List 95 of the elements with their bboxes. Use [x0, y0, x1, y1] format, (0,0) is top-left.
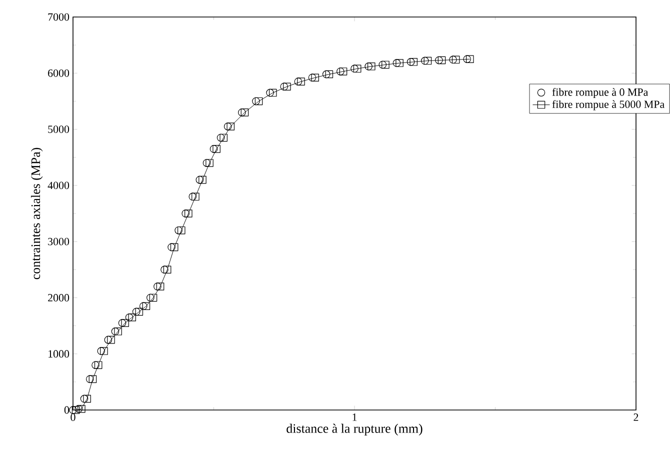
point: [118, 319, 126, 327]
point: [139, 302, 148, 310]
point: [466, 55, 474, 63]
point: [74, 404, 83, 413]
point: [224, 122, 232, 130]
point: [308, 74, 316, 82]
point: [72, 406, 80, 414]
point: [188, 192, 197, 201]
point: [220, 134, 228, 142]
point: [100, 347, 108, 355]
point: [202, 159, 211, 167]
point: [283, 82, 291, 91]
point: [297, 78, 305, 86]
point: [184, 210, 192, 218]
point: [192, 192, 200, 201]
point: [210, 145, 218, 153]
point: [156, 282, 164, 290]
point: [325, 70, 334, 78]
point: [83, 394, 91, 403]
point: [132, 308, 140, 316]
point: [88, 375, 97, 384]
point: [168, 243, 176, 252]
point: [86, 375, 94, 384]
point: [294, 78, 302, 86]
y-tick-label: 3000: [48, 238, 70, 246]
point: [280, 82, 288, 91]
y-tick-label: 7000: [48, 13, 70, 21]
point: [154, 282, 162, 290]
point: [142, 302, 150, 310]
point: [135, 308, 144, 316]
point: [364, 62, 372, 70]
point: [240, 108, 249, 116]
point: [107, 336, 115, 344]
y-tick-label: 4000: [48, 182, 70, 190]
point: [266, 88, 274, 97]
point: [125, 313, 134, 322]
y-tick-label: 0: [64, 406, 70, 414]
x-tick-label: 2: [634, 414, 638, 421]
point: [311, 74, 319, 82]
y-tick-label: 6000: [48, 69, 70, 77]
point: [170, 243, 178, 252]
point: [424, 56, 432, 65]
point: [368, 62, 376, 70]
point: [212, 145, 220, 153]
point: [196, 176, 204, 184]
point: [78, 404, 86, 413]
point: [252, 97, 260, 106]
point: [94, 361, 102, 369]
point: [350, 64, 358, 73]
legend-label: fibre rompue à 5000 MPa: [552, 100, 664, 110]
point: [392, 59, 401, 67]
y-tick-label: 2000: [48, 294, 70, 302]
point: [177, 226, 186, 234]
x-tick-label: 0: [70, 414, 76, 421]
point: [198, 176, 206, 184]
y-tick-label: 5000: [48, 126, 70, 133]
point: [160, 266, 168, 274]
point: [92, 361, 100, 369]
y-tick-label: 1000: [48, 350, 70, 358]
point: [254, 97, 263, 106]
point: [339, 68, 348, 76]
point: [452, 56, 460, 64]
point: [420, 56, 429, 65]
point: [163, 266, 172, 274]
point: [206, 159, 214, 167]
point: [268, 88, 277, 97]
point: [149, 294, 158, 302]
point: [216, 134, 225, 142]
point: [104, 336, 112, 344]
point: [438, 56, 446, 64]
point: [322, 70, 330, 78]
point: [182, 210, 190, 218]
point: [121, 319, 129, 327]
point: [353, 64, 362, 73]
point: [114, 328, 122, 336]
point: [238, 108, 246, 116]
point: [449, 56, 457, 64]
point: [146, 294, 154, 302]
point: [336, 68, 344, 76]
point: [396, 59, 404, 67]
point: [410, 58, 418, 66]
y-axis-title: contraintes axiales (MPa): [30, 148, 43, 280]
point: [174, 226, 182, 234]
point: [435, 56, 443, 64]
x-tick-label: 1: [352, 414, 357, 421]
point: [128, 313, 136, 322]
point: [111, 328, 120, 336]
x-axis-title: distance à la rupture (mm): [286, 424, 422, 436]
point: [406, 58, 415, 66]
point: [97, 347, 106, 355]
point: [382, 60, 390, 69]
point: [226, 122, 235, 130]
legend-label: fibre rompue à 0 MPa: [552, 88, 648, 98]
point: [378, 60, 387, 69]
point: [80, 394, 88, 403]
